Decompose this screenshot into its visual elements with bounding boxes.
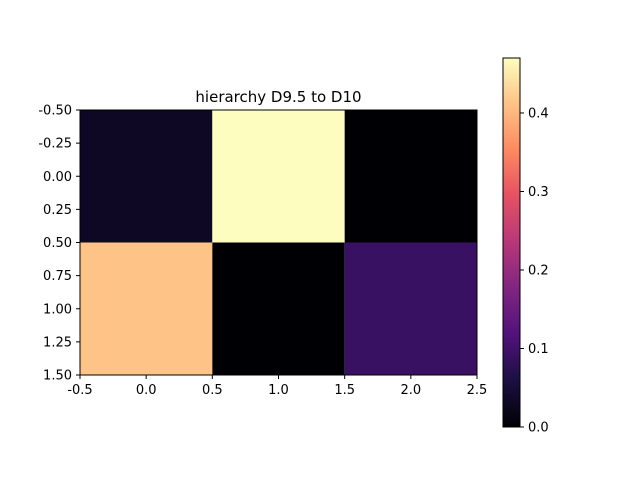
heatmap-cell (344, 110, 477, 243)
heatmap-cell (80, 242, 213, 375)
y-tick-label: -0.25 (38, 137, 72, 152)
colorbar-tick-label: 0.3 (528, 185, 549, 200)
y-tick-label: 0.50 (43, 236, 72, 251)
x-tick-label: 0.0 (136, 383, 157, 398)
x-axis: -0.5 0.0 0.5 1.0 1.5 2.0 2.5 (67, 375, 487, 398)
chart-title: hierarchy D9.5 to D10 (195, 88, 361, 106)
heatmap-cell (344, 242, 477, 375)
x-tick-label: -0.5 (67, 383, 92, 398)
heatmap-cell (212, 242, 345, 375)
y-tick-label: 1.00 (43, 302, 72, 317)
colorbar-tick-label: 0.2 (528, 263, 549, 278)
y-tick-label: 0.00 (43, 170, 72, 185)
y-tick-label: 1.50 (43, 369, 72, 384)
heatmap-cells (80, 110, 477, 375)
y-tick-label: 1.25 (43, 335, 72, 350)
y-axis: -0.50 -0.25 0.00 0.25 0.50 0.75 1.00 1.25 1.50 (38, 104, 80, 384)
y-tick-label: -0.50 (38, 104, 72, 119)
colorbar-tick-label: 0.4 (528, 106, 549, 121)
colorbar-axis: 0.0 0.1 0.2 0.3 0.4 (520, 106, 549, 436)
x-tick-label: 1.0 (268, 383, 289, 398)
x-tick-label: 0.5 (202, 383, 223, 398)
y-tick-label: 0.25 (43, 203, 72, 218)
colorbar (503, 58, 520, 427)
x-tick-label: 2.5 (467, 383, 488, 398)
heatmap-cell (80, 110, 213, 243)
colorbar-tick-label: 0.1 (528, 342, 549, 357)
colorbar-tick-label: 0.0 (528, 421, 549, 436)
heatmap-cell (212, 110, 345, 243)
x-tick-label: 2.0 (400, 383, 421, 398)
x-tick-label: 1.5 (334, 383, 355, 398)
y-tick-label: 0.75 (43, 269, 72, 284)
colorbar-frame (502, 57, 521, 428)
